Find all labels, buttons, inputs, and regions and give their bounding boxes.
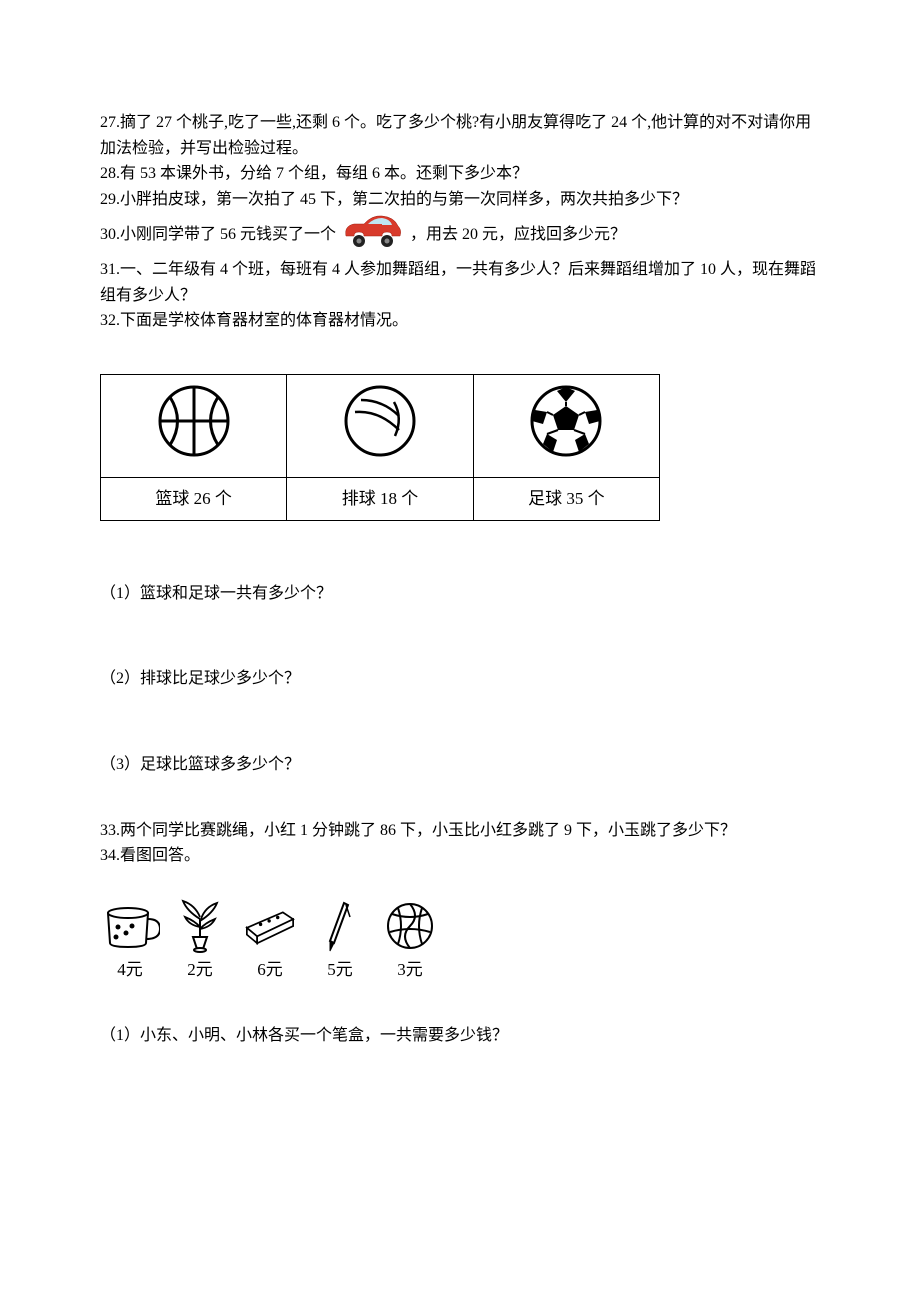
basketball-icon-cell — [101, 374, 287, 477]
car-icon — [342, 212, 404, 257]
item-cup: 4元 — [100, 899, 160, 983]
page-content: 27.摘了 27 个桃子,吃了一些,还剩 6 个。吃了多少个桃?有小朋友算得吃了… — [0, 0, 920, 1109]
item-pen: 5元 — [310, 899, 370, 983]
question-32-sub-2: （2）排球比足球少多少个？ — [100, 666, 820, 692]
question-34-sub-1: （1）小东、小明、小林各买一个笔盒，一共需要多少钱？ — [100, 1023, 820, 1049]
item-ball: 3元 — [380, 899, 440, 983]
question-28: 28.有 53 本课外书，分给 7 个组，每组 6 本。还剩下多少本？ — [100, 161, 820, 187]
question-31: 31.一、二年级有 4 个班，每班有 4 人参加舞蹈组，一共有多少人？后来舞蹈组… — [100, 257, 820, 308]
football-icon-cell — [473, 374, 659, 477]
equipment-table: 篮球 26 个 排球 18 个 足球 35 个 — [100, 374, 660, 521]
question-34-intro: 34.看图回答。 — [100, 843, 820, 869]
pen-price: 5元 — [327, 956, 353, 983]
cup-price: 4元 — [117, 956, 143, 983]
question-33: 33.两个同学比赛跳绳，小红 1 分钟跳了 86 下，小玉比小红多跳了 9 下，… — [100, 818, 820, 844]
table-row: 篮球 26 个 排球 18 个 足球 35 个 — [101, 477, 660, 520]
ball-price: 3元 — [397, 956, 423, 983]
volleyball-icon — [341, 382, 419, 460]
volleyball-label: 排球 18 个 — [287, 477, 473, 520]
question-30: 30.小刚同学带了 56 元钱买了一个 ，用去 20 元，应找回多少元？ — [100, 212, 820, 257]
item-plant: 2元 — [170, 899, 230, 983]
items-row: 4元 2元 — [100, 899, 820, 983]
cup-icon — [100, 901, 160, 951]
pencilbox-price: 6元 — [257, 956, 283, 983]
pencilbox-icon — [240, 904, 300, 949]
question-32-sub-3: （3）足球比篮球多多少个？ — [100, 752, 820, 778]
question-30-part-b: ，用去 20 元，应找回多少元？ — [410, 222, 626, 248]
plant-price: 2元 — [187, 956, 213, 983]
basketball-label: 篮球 26 个 — [101, 477, 287, 520]
basketball-icon — [155, 382, 233, 460]
question-27: 27.摘了 27 个桃子,吃了一些,还剩 6 个。吃了多少个桃?有小朋友算得吃了… — [100, 110, 820, 161]
ball-icon — [384, 900, 436, 952]
question-32-intro: 32.下面是学校体育器材室的体育器材情况。 — [100, 308, 820, 334]
table-row — [101, 374, 660, 477]
question-32-sub-1: （1）篮球和足球一共有多少个？ — [100, 581, 820, 607]
football-label: 足球 35 个 — [473, 477, 659, 520]
pen-icon — [320, 899, 360, 954]
plant-icon — [175, 899, 225, 954]
item-pencilbox: 6元 — [240, 899, 300, 983]
football-icon — [527, 382, 605, 460]
question-29: 29.小胖拍皮球，第一次拍了 45 下，第二次拍的与第一次同样多，两次共拍多少下… — [100, 187, 820, 213]
question-30-part-a: 30.小刚同学带了 56 元钱买了一个 — [100, 222, 336, 248]
volleyball-icon-cell — [287, 374, 473, 477]
